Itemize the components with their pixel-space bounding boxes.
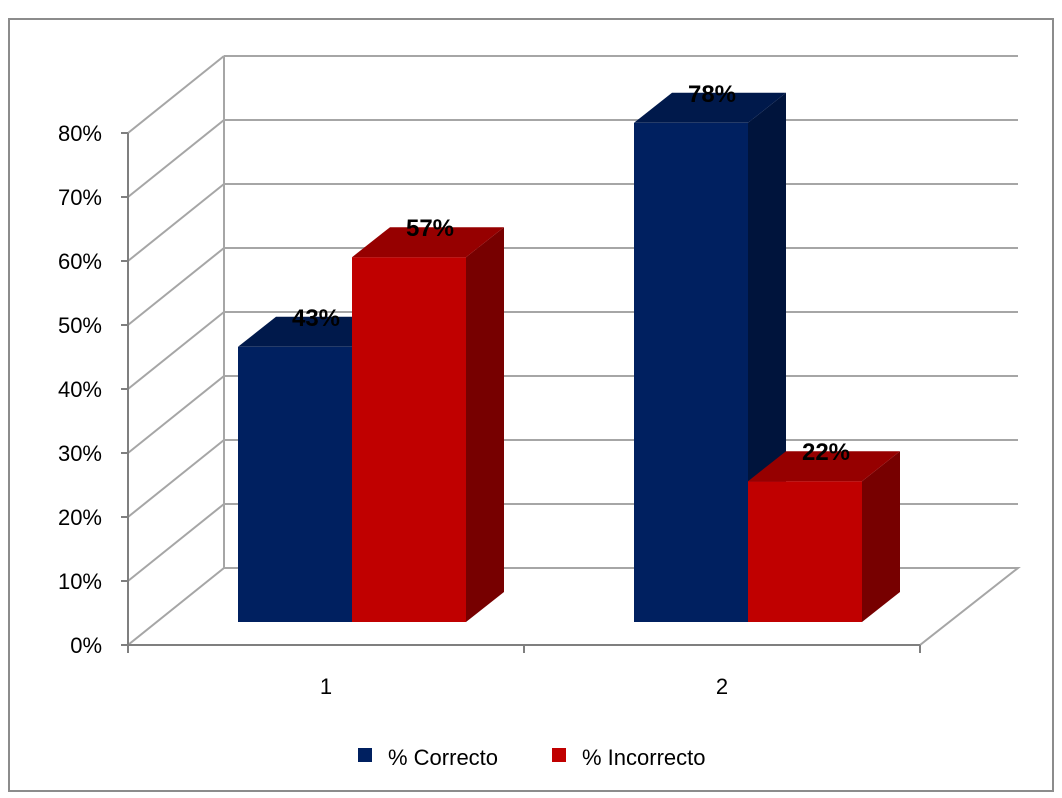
- legend-label: % Correcto: [388, 745, 498, 770]
- y-tick-label: 20%: [58, 505, 102, 530]
- data-labels: 43% 57% 78% 22%: [292, 81, 850, 466]
- bar-side: [466, 227, 504, 622]
- legend-swatch: [358, 748, 372, 762]
- bars: [238, 92, 900, 623]
- y-tick-label: 70%: [58, 185, 102, 210]
- x-tick-label: 1: [320, 674, 332, 699]
- gridline-side: [127, 311, 225, 390]
- gridline-side: [127, 247, 225, 326]
- bar-top: [352, 227, 504, 258]
- y-tick-label: 50%: [58, 313, 102, 338]
- y-tick-label: 40%: [58, 377, 102, 402]
- data-label: 78%: [688, 81, 736, 108]
- y-tick-label: 30%: [58, 441, 102, 466]
- bar-front: [748, 481, 862, 622]
- data-label: 22%: [802, 439, 850, 466]
- bar-side: [862, 451, 900, 622]
- gridline-side: [127, 503, 225, 582]
- gridline-side: [127, 119, 225, 198]
- chart-frame: [8, 18, 1054, 792]
- data-label: 57%: [406, 215, 454, 242]
- bar-front: [238, 346, 352, 622]
- bar: [748, 451, 900, 622]
- y-tick-label: 0%: [70, 633, 102, 658]
- legend-swatch: [552, 748, 566, 762]
- bar: [352, 227, 504, 622]
- x-tick-label: 2: [716, 674, 728, 699]
- y-tick-label: 80%: [58, 121, 102, 146]
- gridline-side: [127, 439, 225, 518]
- gridline-side: [127, 375, 225, 454]
- data-label: 43%: [292, 305, 340, 332]
- legend-label: % Incorrecto: [582, 745, 706, 770]
- y-axis-ticks: 0% 10% 20% 30% 40% 50% 60% 70% 80%: [58, 121, 128, 658]
- y-tick-label: 10%: [58, 569, 102, 594]
- bar-top: [748, 451, 900, 482]
- y-tick-label: 60%: [58, 249, 102, 274]
- bar-front: [352, 257, 466, 622]
- bar-top: [634, 92, 786, 123]
- gridline-side: [127, 183, 225, 262]
- gridline-side: [127, 55, 225, 134]
- bar-front: [634, 122, 748, 623]
- legend: % Correcto % Incorrecto: [358, 745, 706, 770]
